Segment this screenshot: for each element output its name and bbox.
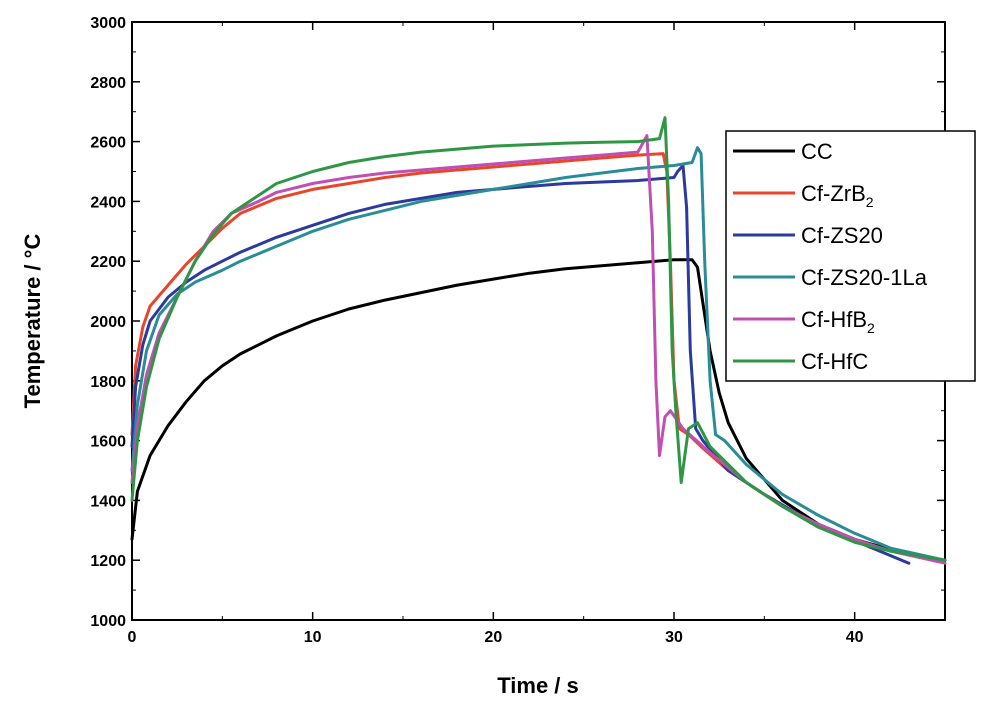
legend-label: Cf-ZrB2 [801, 181, 874, 210]
legend-label: Cf-ZS20-1La [801, 265, 928, 290]
y-tick-label: 1000 [90, 613, 126, 630]
series-line-cf-hfc [130, 116, 947, 562]
y-tick-label: 2400 [90, 194, 126, 211]
y-tick-label: 2200 [90, 254, 126, 271]
series-lines [130, 116, 947, 565]
x-axis-title: Time / s [497, 673, 579, 698]
legend-box [725, 130, 976, 382]
y-tick-label: 1400 [90, 493, 126, 510]
legend-label-main: Cf-HfC [801, 349, 868, 374]
x-tick-label: 10 [304, 629, 322, 646]
x-tick-label: 30 [665, 629, 683, 646]
legend-label: Cf-ZS20 [801, 223, 883, 248]
x-axis-ticks: 0 10 20 30 40 [128, 22, 864, 646]
y-tick-label: 1200 [90, 553, 126, 570]
y-tick-label: 1800 [90, 374, 126, 391]
legend-label: Cf-HfB2 [801, 307, 875, 336]
legend-label: CC [801, 139, 833, 164]
y-tick-label: 2800 [90, 75, 126, 92]
legend-label-subscript: 2 [866, 194, 874, 210]
legend-label-main: CC [801, 139, 833, 164]
series-line-cf-zrb2 [130, 152, 777, 502]
legend-label-main: Cf-ZS20 [801, 223, 883, 248]
x-tick-label: 20 [484, 629, 502, 646]
legend-label: Cf-HfC [801, 349, 868, 374]
legend-label-main: Cf-ZS20-1La [801, 265, 928, 290]
x-tick-label: 0 [128, 629, 137, 646]
y-tick-label: 1600 [90, 434, 126, 451]
legend-label-main: Cf-ZrB [801, 181, 866, 206]
y-tick-label: 2600 [90, 135, 126, 152]
y-tick-label: 3000 [90, 15, 126, 32]
legend-label-subscript: 2 [867, 320, 875, 336]
series-line-cf-zs20-1la [130, 146, 947, 562]
x-tick-label: 40 [846, 629, 864, 646]
y-axis-ticks: 1000 1200 1400 1600 1800 2000 2200 2400 2600 2800… [90, 15, 945, 630]
y-tick-label: 2000 [90, 314, 126, 331]
y-axis-title: Temperature / °C [20, 234, 45, 409]
legend-label-main: Cf-HfB [801, 307, 867, 332]
